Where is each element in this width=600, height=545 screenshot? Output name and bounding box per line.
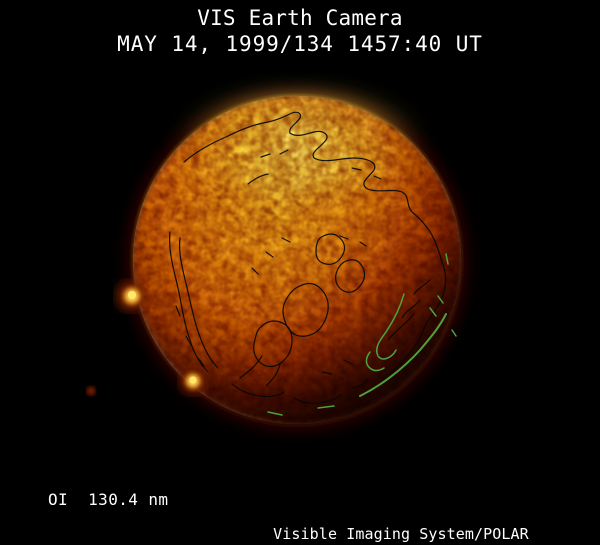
credit-block: Visible Imaging System/POLAR The Univers… [240, 488, 562, 545]
wavelength-label: OI 130.4 nm [48, 490, 169, 509]
credit-line-1: Visible Imaging System/POLAR [273, 525, 529, 543]
coastline-overlay-green [267, 253, 457, 416]
star-spots [86, 281, 206, 396]
page-title: VIS Earth Camera [197, 6, 403, 30]
earth-disk [130, 93, 464, 427]
coastline-overlay-black [169, 111, 447, 404]
observation-timestamp: MAY 14, 1999/134 1457:40 UT [117, 32, 483, 56]
faint-red-spot [86, 386, 96, 396]
